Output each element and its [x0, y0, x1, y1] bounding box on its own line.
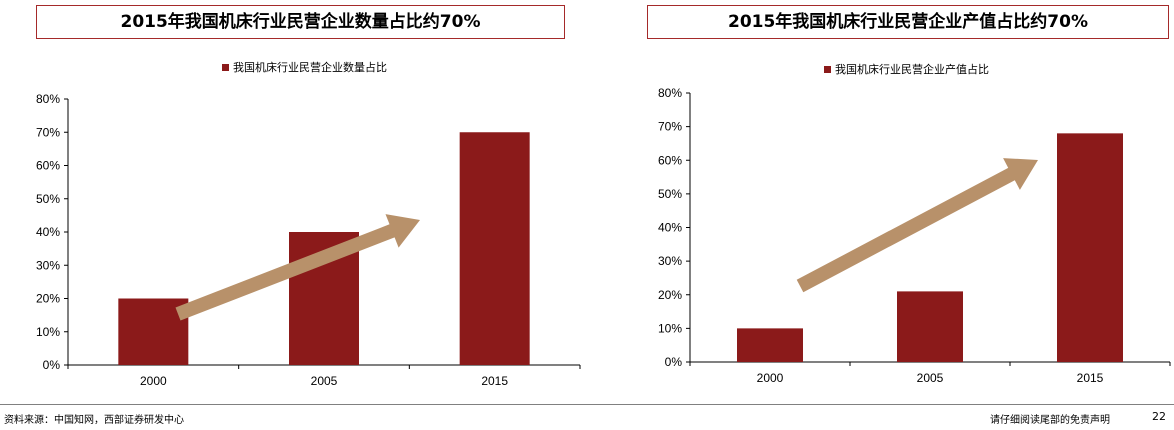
y-tick-label: 0%: [43, 358, 61, 372]
y-tick-label: 70%: [658, 120, 682, 134]
footer-divider: [0, 404, 1174, 405]
chart-title-right: 2015年我国机床行业民营企业产值占比约70%: [647, 5, 1169, 39]
y-tick-label: 50%: [658, 187, 682, 201]
y-tick-label: 40%: [658, 221, 682, 235]
x-tick-label: 2005: [311, 374, 338, 388]
bar-2005: [897, 291, 963, 362]
trend-arrow: [796, 158, 1038, 293]
bar-2000: [737, 328, 803, 362]
bar-2015: [459, 132, 530, 365]
y-tick-label: 80%: [36, 92, 60, 106]
y-tick-label: 40%: [36, 225, 60, 239]
legend-label: 我国机床行业民营企业数量占比: [233, 60, 387, 74]
y-tick-label: 0%: [665, 355, 683, 369]
legend-label: 我国机床行业民营企业产值占比: [835, 62, 989, 76]
y-tick-label: 10%: [658, 321, 682, 335]
y-tick-label: 10%: [36, 325, 60, 339]
y-tick-label: 30%: [658, 254, 682, 268]
x-tick-label: 2000: [140, 374, 167, 388]
x-tick-label: 2015: [481, 374, 508, 388]
footer-source: 资料来源：中国知网，西部证券研发中心: [4, 415, 184, 426]
trend-arrow: [175, 214, 420, 321]
y-tick-label: 60%: [658, 153, 682, 167]
page-number: 22: [1152, 410, 1166, 423]
y-tick-label: 50%: [36, 192, 60, 206]
y-tick-label: 70%: [36, 125, 60, 139]
bar-2015: [1057, 133, 1123, 362]
legend-swatch: [824, 66, 831, 73]
chart-right: 我国机床行业民营企业产值占比 0% 10% 20% 30% 40% 50% 60% 70% 80%…: [658, 62, 1171, 385]
x-tick-label: 2005: [917, 371, 944, 385]
x-tick-label: 2000: [757, 371, 784, 385]
y-tick-label: 20%: [36, 292, 60, 306]
chart-title-left: 2015年我国机床行业民营企业数量占比约70%: [36, 5, 565, 39]
chart-left: 我国机床行业民营企业数量占比 0% 10% 20% 30% 40% 50% 60% 70% 80%…: [36, 60, 581, 388]
y-tick-label: 60%: [36, 159, 60, 173]
y-tick-label: 80%: [658, 86, 682, 100]
footer-disclaimer: 请仔细阅读尾部的免责声明: [990, 415, 1110, 426]
y-tick-label: 20%: [658, 288, 682, 302]
y-tick-label: 30%: [36, 258, 60, 272]
x-tick-label: 2015: [1077, 371, 1104, 385]
legend-swatch: [222, 64, 229, 71]
